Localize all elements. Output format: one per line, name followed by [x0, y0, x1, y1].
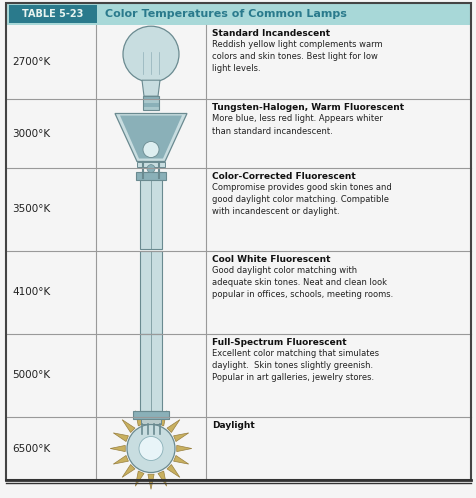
Text: Standard Incandescent: Standard Incandescent: [211, 29, 329, 38]
Polygon shape: [143, 100, 159, 103]
Text: Daylight: Daylight: [211, 421, 254, 430]
Circle shape: [127, 424, 175, 473]
Polygon shape: [9, 5, 97, 23]
Polygon shape: [142, 80, 159, 96]
Polygon shape: [113, 456, 128, 464]
Polygon shape: [140, 251, 162, 334]
Text: More blue, less red light. Appears whiter
than standard incandescent.: More blue, less red light. Appears white…: [211, 115, 382, 135]
Polygon shape: [137, 161, 165, 166]
Polygon shape: [135, 411, 144, 426]
Polygon shape: [120, 116, 182, 158]
Polygon shape: [135, 471, 144, 486]
Text: Tungsten-Halogen, Warm Fluorescent: Tungsten-Halogen, Warm Fluorescent: [211, 104, 403, 113]
Circle shape: [123, 26, 178, 82]
Circle shape: [147, 165, 155, 173]
Polygon shape: [158, 471, 166, 486]
Text: Color Temperatures of Common Lamps: Color Temperatures of Common Lamps: [105, 9, 346, 19]
Polygon shape: [141, 419, 161, 424]
Text: 2700°K: 2700°K: [12, 57, 50, 67]
Polygon shape: [167, 465, 179, 478]
Polygon shape: [143, 103, 159, 107]
Text: Excellent color matching that simulates
daylight.  Skin tones slightly greenish.: Excellent color matching that simulates …: [211, 349, 378, 382]
Text: 3000°K: 3000°K: [12, 128, 50, 138]
Polygon shape: [113, 433, 128, 442]
Polygon shape: [173, 433, 188, 442]
Polygon shape: [177, 445, 191, 452]
Text: Cool White Fluorescent: Cool White Fluorescent: [211, 255, 330, 264]
Polygon shape: [158, 411, 166, 426]
Polygon shape: [173, 456, 188, 464]
Circle shape: [139, 437, 163, 461]
Polygon shape: [167, 420, 179, 432]
Text: 6500°K: 6500°K: [12, 444, 50, 454]
Text: Reddish yellow light complements warm
colors and skin tones. Best light for low
: Reddish yellow light complements warm co…: [211, 40, 382, 73]
Circle shape: [143, 141, 159, 157]
Text: Compromise provides good skin tones and
good daylight color matching. Compatible: Compromise provides good skin tones and …: [211, 183, 391, 216]
Text: Full-Spectrum Fluorescent: Full-Spectrum Fluorescent: [211, 338, 346, 347]
Text: 4100°K: 4100°K: [12, 287, 50, 297]
Text: TABLE 5-23: TABLE 5-23: [22, 9, 83, 19]
Polygon shape: [133, 411, 169, 419]
Text: 3500°K: 3500°K: [12, 204, 50, 214]
Polygon shape: [143, 96, 159, 100]
Text: Good daylight color matching with
adequate skin tones. Neat and clean look
popul: Good daylight color matching with adequa…: [211, 266, 392, 299]
Polygon shape: [136, 172, 166, 180]
Polygon shape: [143, 107, 159, 110]
Polygon shape: [140, 172, 162, 249]
Polygon shape: [148, 474, 154, 490]
Polygon shape: [110, 445, 125, 452]
Polygon shape: [115, 114, 187, 161]
Polygon shape: [148, 408, 154, 423]
Text: 5000°K: 5000°K: [12, 371, 50, 380]
Text: Color-Corrected Fluorescent: Color-Corrected Fluorescent: [211, 172, 355, 181]
Polygon shape: [6, 3, 470, 25]
Polygon shape: [122, 465, 135, 478]
Polygon shape: [140, 334, 162, 411]
Polygon shape: [122, 420, 135, 432]
